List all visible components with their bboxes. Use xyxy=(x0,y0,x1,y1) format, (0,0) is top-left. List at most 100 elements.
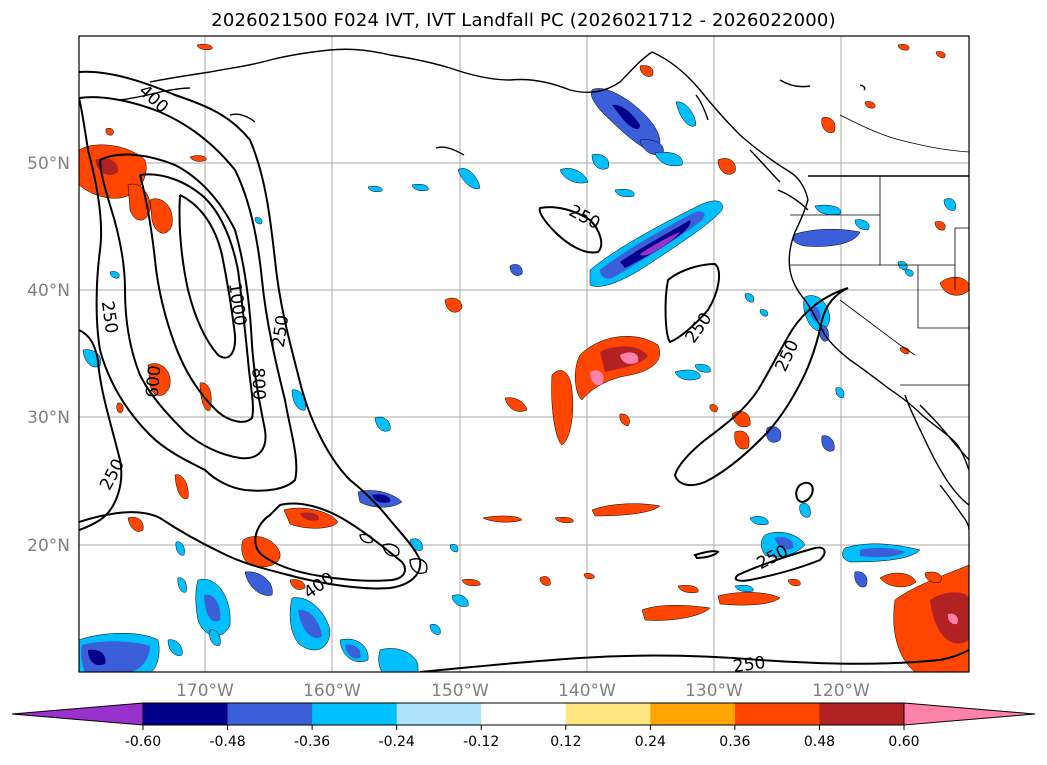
state-borders xyxy=(790,176,969,386)
patch-pos xyxy=(199,382,212,411)
patch-neg xyxy=(167,639,183,656)
patch-neg xyxy=(378,648,419,672)
patch-pos xyxy=(127,516,144,532)
lon-label: 150°W xyxy=(431,681,489,701)
patch-pos xyxy=(289,579,306,590)
colorbar-tick-label: -0.60 xyxy=(125,734,161,750)
lat-label: 20°N xyxy=(27,536,70,556)
id-border xyxy=(954,227,969,290)
patch-pos xyxy=(149,198,173,234)
patch-neg xyxy=(854,219,870,231)
colorbar-tick-label: -0.36 xyxy=(294,734,330,750)
patch-pos xyxy=(504,397,528,412)
patch-neg xyxy=(744,293,754,303)
patch-neg xyxy=(109,271,120,279)
patch-neg xyxy=(367,185,383,193)
patch-neg xyxy=(654,151,683,167)
ca-nv-border xyxy=(839,299,916,356)
contour-400 xyxy=(79,96,298,492)
contour-250-bottom xyxy=(419,649,969,672)
patch-neg xyxy=(88,649,106,666)
patch-pos xyxy=(934,221,946,231)
colorbar-frame xyxy=(142,702,905,726)
patch-pos xyxy=(879,572,917,588)
mexico-coast xyxy=(939,484,969,531)
contour-250-mid xyxy=(538,206,603,254)
gulf-of-california xyxy=(919,404,969,461)
patch-neg xyxy=(694,364,711,373)
contour-250-outer xyxy=(79,70,422,590)
patch-pos xyxy=(619,413,630,427)
patch-neg xyxy=(904,269,914,277)
province-border xyxy=(839,114,969,153)
patch-neg xyxy=(854,571,868,588)
hawaii-oahu xyxy=(382,543,400,557)
patch-pos xyxy=(554,516,574,524)
patch-pos xyxy=(717,592,781,606)
patch-pos xyxy=(935,51,946,59)
negative-pc-patches xyxy=(79,88,956,672)
map-title: 2026021500 F024 IVT, IVT Landfall PC (20… xyxy=(211,10,836,31)
patch-neg xyxy=(799,502,811,518)
patch-neg xyxy=(298,609,322,639)
patch-neg xyxy=(749,516,769,525)
contour-label: 250 xyxy=(269,314,293,349)
contour-600 xyxy=(99,153,267,460)
patch-pos xyxy=(196,43,213,51)
patch-pos xyxy=(539,576,551,586)
colorbar-tick-label: 0.36 xyxy=(719,734,750,750)
map-frame xyxy=(78,35,970,673)
colorbar-bin xyxy=(312,703,398,725)
patch-neg xyxy=(591,154,610,170)
patch-neg xyxy=(674,369,701,381)
patch-pos xyxy=(189,155,207,162)
lat-label: 50°N xyxy=(27,154,70,174)
patch-pos xyxy=(551,370,574,446)
patch-pos xyxy=(300,512,319,521)
contour-label: 800 xyxy=(247,367,268,400)
island xyxy=(435,146,465,156)
patch-pos xyxy=(620,352,639,364)
patch-neg xyxy=(177,577,187,593)
patch-neg xyxy=(451,594,469,607)
patch-neg xyxy=(810,306,821,322)
patch-pos xyxy=(734,430,750,450)
graticule xyxy=(79,36,969,672)
contour-250-coastal xyxy=(673,287,849,487)
colorbar-bin xyxy=(481,703,567,725)
contour-250 xyxy=(79,329,123,531)
contour-label: 250 xyxy=(97,300,121,335)
patch-pos xyxy=(717,158,736,175)
patch-pos xyxy=(591,503,661,517)
patch-pos xyxy=(116,402,124,414)
contour-label: 600 xyxy=(143,365,166,399)
alaska-coast xyxy=(149,48,653,94)
patch-pos xyxy=(147,363,171,396)
patch-neg xyxy=(254,217,263,225)
lon-label: 160°W xyxy=(303,681,361,701)
patch-neg xyxy=(775,537,794,550)
patch-pos xyxy=(174,474,189,500)
se-alaska-coast xyxy=(651,51,809,201)
ivt-contours xyxy=(79,70,969,672)
patch-neg xyxy=(620,220,691,268)
colorbar-bin xyxy=(734,703,820,725)
longitude-labels: 170°W 160°W 150°W 140°W 130°W 120°W xyxy=(176,681,870,701)
patch-pos xyxy=(444,297,463,313)
kodiak xyxy=(229,113,256,123)
colorbar-tick-label: 0.24 xyxy=(635,734,666,750)
colorbar-tick-label: -0.24 xyxy=(379,734,415,750)
colorbar-tick-label: -0.12 xyxy=(463,734,499,750)
patch-neg xyxy=(734,584,754,593)
patch-pos xyxy=(821,117,836,133)
latitude-labels: 50°N 40°N 30°N 20°N xyxy=(27,154,70,556)
baja-west xyxy=(904,394,969,506)
patch-neg xyxy=(429,624,441,635)
nv-border xyxy=(917,265,969,329)
patch-neg xyxy=(209,629,221,646)
patch-neg xyxy=(372,494,391,503)
colorbar-bin xyxy=(565,703,651,725)
colorbar-bin xyxy=(396,703,482,725)
patch-pos xyxy=(947,613,958,625)
lon-label: 140°W xyxy=(558,681,616,701)
